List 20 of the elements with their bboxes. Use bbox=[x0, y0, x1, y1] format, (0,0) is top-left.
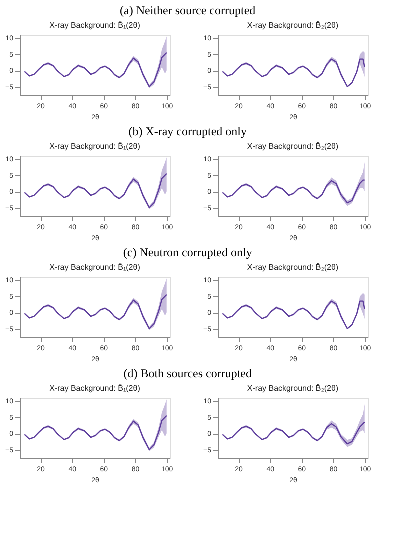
chart-title: X-ray Background: B̂₁(2θ) bbox=[50, 142, 141, 152]
line-series bbox=[24, 173, 168, 208]
text: (c) Neutron corrupted only bbox=[123, 246, 252, 260]
chart-title: X-ray Background: B̂₂(2θ) bbox=[247, 142, 339, 152]
line-series bbox=[222, 58, 366, 88]
line-series bbox=[24, 52, 168, 88]
chart-title: X-ray Background: B̂₁(2θ) bbox=[50, 262, 141, 272]
line-series bbox=[222, 180, 366, 204]
line-series bbox=[24, 415, 168, 450]
line-series bbox=[24, 294, 168, 330]
chart-title: X-ray Background: B̂₂(2θ) bbox=[247, 20, 339, 30]
text: (b) X-ray corrupted only bbox=[128, 124, 247, 139]
text: (d) Both sources corrupted bbox=[124, 366, 252, 381]
line-series bbox=[222, 300, 366, 330]
chart-title: X-ray Background: B̂₂(2θ) bbox=[247, 384, 339, 394]
chart-title: X-ray Background: B̂₁(2θ) bbox=[50, 20, 141, 30]
chart-title: X-ray Background: B̂₁(2θ) bbox=[50, 384, 141, 394]
text: (a) Neither source corrupted bbox=[120, 4, 256, 18]
line-series bbox=[222, 422, 366, 445]
chart-title: X-ray Background: B̂₂(2θ) bbox=[247, 262, 339, 272]
